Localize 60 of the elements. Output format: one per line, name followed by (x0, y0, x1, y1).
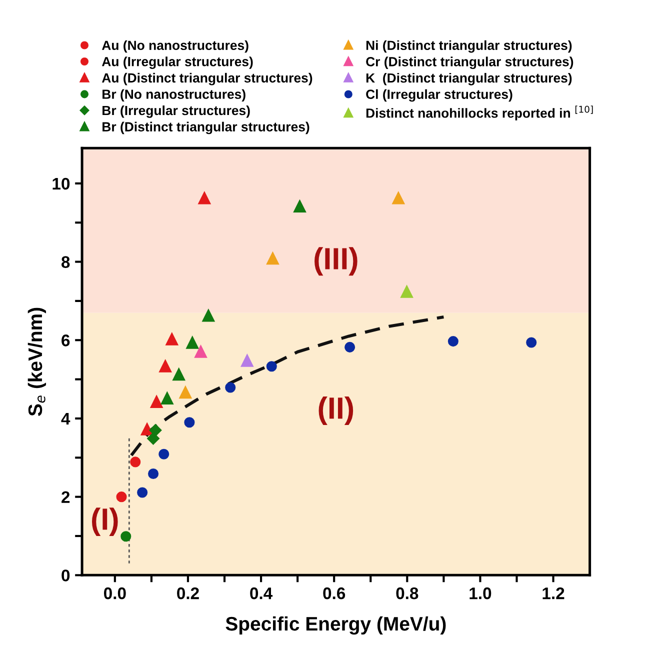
legend-label: K (Distinct triangular structures) (366, 72, 572, 86)
y-tick-label: 2 (62, 491, 70, 503)
point (166, 333, 178, 346)
legend-label: Cl (Irregular structures) (366, 89, 512, 102)
point (147, 432, 160, 444)
point (266, 361, 277, 372)
point (198, 192, 210, 204)
point (130, 456, 141, 468)
point (148, 468, 159, 479)
point (186, 336, 198, 349)
legend-label: Distinct nanohillocks reported in $^{[10]}$ (366, 106, 593, 120)
legend-label: Au (Irregular structures) (102, 56, 253, 69)
legend-label: Br (No nanostructures) (102, 89, 246, 102)
point (141, 423, 154, 436)
x-tick-label: 0.0 (104, 587, 126, 600)
y-tick-label: 8 (61, 256, 70, 268)
x-tick-label: 0.4 (250, 587, 273, 600)
x-tick-label: 0.2 (177, 587, 199, 600)
y-tick-label: 4 (61, 413, 70, 425)
x-tick-label: 1.0 (470, 587, 492, 600)
annotation: (III) (314, 247, 358, 276)
point (448, 336, 458, 347)
point (400, 286, 413, 298)
point (116, 492, 127, 502)
point (266, 252, 279, 265)
point (392, 192, 404, 204)
legend-label: Au (Distinct triangular structures) (102, 72, 312, 86)
point (294, 200, 306, 213)
x-tick-label: 1.2 (542, 587, 564, 600)
point (120, 531, 132, 542)
legend-label: Cr (Distinct triangular structures) (366, 56, 574, 70)
y-tick-label: 6 (62, 334, 70, 346)
annotation: (II) (318, 396, 354, 426)
point (194, 346, 207, 358)
point (526, 337, 537, 348)
point (150, 396, 163, 408)
x-axis-title: Specific Energy (MeV/u) (226, 616, 446, 635)
annotation: (I) (92, 508, 118, 536)
point (241, 354, 254, 367)
y-tick-label: 10 (52, 178, 70, 190)
point (149, 424, 162, 436)
point (158, 448, 170, 460)
x-tick-label: 0.6 (323, 587, 346, 600)
point (179, 386, 192, 399)
point (184, 417, 195, 428)
point (161, 392, 174, 404)
y-tick-label: 0 (62, 570, 70, 582)
line-series (130, 315, 446, 457)
point (202, 310, 214, 322)
point (159, 360, 172, 372)
legend-label: Br (Distinct triangular structures) (102, 122, 310, 134)
point (225, 382, 236, 393)
point (137, 487, 148, 498)
point (344, 342, 356, 352)
legend-label: Au (No nanostructures) (102, 40, 248, 53)
y-axis-title: S$_{e}$ (keV/nm) (28, 308, 46, 416)
point (172, 368, 185, 381)
legend-label: Ni (Distinct triangular structures) (366, 40, 572, 53)
x-tick-label: 0.8 (396, 587, 418, 600)
legend-label: Br (Irregular structures) (102, 105, 250, 118)
